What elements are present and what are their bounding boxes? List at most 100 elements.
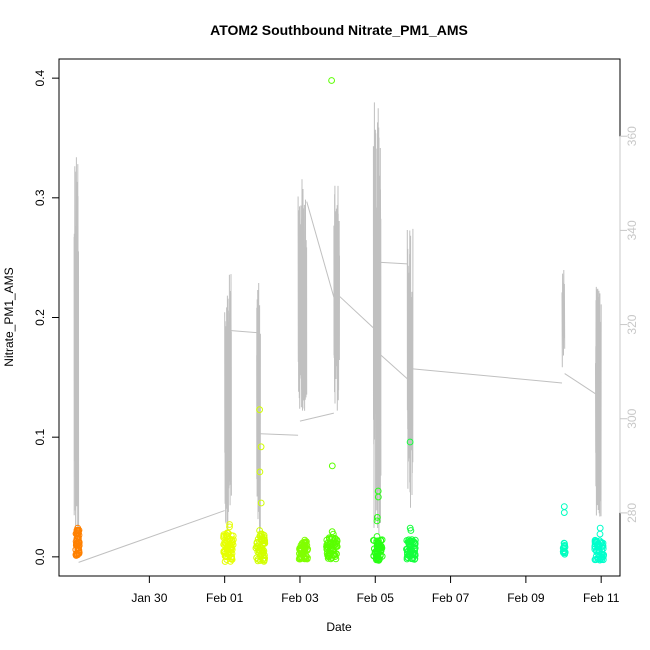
point-series (72, 77, 607, 565)
data-point (226, 523, 233, 531)
data-point (596, 530, 604, 538)
data-point (330, 546, 338, 554)
data-point (599, 542, 606, 550)
data-point (405, 536, 413, 544)
line-connector-5 (339, 295, 374, 329)
data-point (407, 527, 415, 534)
series-0 (72, 524, 83, 559)
data-point (303, 546, 311, 554)
data-point (75, 549, 82, 557)
data-point (73, 551, 81, 559)
data-point (229, 536, 237, 544)
line-connector-4 (299, 412, 334, 422)
secondary-line-series (73, 102, 602, 563)
data-point (373, 553, 381, 560)
data-point (228, 543, 236, 551)
y-axis-label: Nitrate_PM1_AMS (2, 267, 16, 366)
data-point (301, 536, 309, 544)
y2-tick-label: 300 (625, 408, 639, 428)
data-point (373, 514, 381, 521)
data-point (403, 545, 411, 553)
data-point (328, 462, 336, 470)
data-point (374, 493, 382, 501)
chart-title: ATOM2 Southbound Nitrate_PM1_AMS (210, 22, 468, 38)
series-2 (252, 406, 269, 565)
data-point (223, 553, 230, 561)
x-axis-label: Date (326, 620, 352, 634)
data-point (328, 77, 336, 84)
y2-tick-label: 340 (625, 220, 639, 240)
series-5 (370, 487, 386, 564)
data-point (256, 406, 264, 414)
data-point (408, 555, 415, 562)
data-point (226, 544, 234, 552)
data-point (560, 549, 567, 557)
x-tick-label: Jan 30 (131, 591, 167, 605)
line-connector-9 (564, 373, 596, 395)
data-point (332, 555, 340, 563)
line-connector-7 (380, 354, 408, 380)
data-point (260, 534, 268, 541)
x-tick-label: Feb 09 (507, 591, 545, 605)
data-point (257, 551, 265, 559)
y2-tick-label: 280 (625, 503, 639, 523)
data-point (228, 553, 235, 561)
data-point (403, 555, 411, 563)
data-point (227, 548, 235, 556)
line-connector-10 (595, 381, 602, 394)
x-tick-label: Feb 03 (281, 591, 319, 605)
line-connector-1 (231, 330, 257, 334)
data-point (223, 543, 231, 551)
series-4 (323, 77, 341, 563)
data-point (326, 535, 333, 543)
data-point (303, 538, 310, 546)
line-segment-7 (561, 269, 566, 368)
line-segment-0 (73, 157, 80, 535)
series-1 (220, 521, 237, 565)
data-point (229, 532, 237, 540)
data-point (326, 545, 334, 553)
series-8 (591, 524, 607, 564)
x-tick-label: Feb 07 (432, 591, 470, 605)
data-point (596, 524, 604, 532)
line-segment-8 (595, 286, 602, 517)
y-tick-label: 0.4 (33, 69, 47, 86)
data-point (410, 549, 418, 557)
data-point (560, 509, 568, 516)
data-point (373, 517, 381, 525)
y-tick-label: 0.0 (33, 548, 47, 565)
x-tick-label: Feb 05 (357, 591, 395, 605)
y2-tick-label: 360 (625, 126, 639, 146)
data-point (411, 545, 419, 553)
line-segment-1 (224, 274, 232, 532)
data-point (296, 546, 304, 554)
data-point (74, 527, 82, 534)
data-point (329, 530, 337, 538)
series-7 (559, 503, 569, 558)
data-point (411, 536, 419, 544)
data-point (297, 547, 305, 555)
data-point (404, 554, 412, 562)
line-segment-2 (256, 282, 261, 541)
data-point (406, 438, 414, 446)
data-point (74, 531, 81, 539)
series-3 (295, 536, 312, 563)
data-point (329, 540, 337, 548)
data-point (258, 536, 266, 544)
data-point (377, 547, 385, 555)
x-tick-label: Feb 11 (583, 591, 620, 605)
data-point (324, 553, 332, 561)
data-point (252, 544, 260, 552)
data-point (560, 542, 568, 550)
data-point (591, 540, 599, 548)
data-point (257, 499, 265, 507)
data-point (373, 533, 381, 540)
data-point (370, 537, 377, 544)
data-point (256, 468, 264, 476)
data-point (374, 537, 382, 545)
data-point (328, 554, 336, 561)
y-tick-label: 0.3 (33, 189, 47, 206)
data-point (375, 541, 383, 549)
data-point (223, 529, 231, 537)
